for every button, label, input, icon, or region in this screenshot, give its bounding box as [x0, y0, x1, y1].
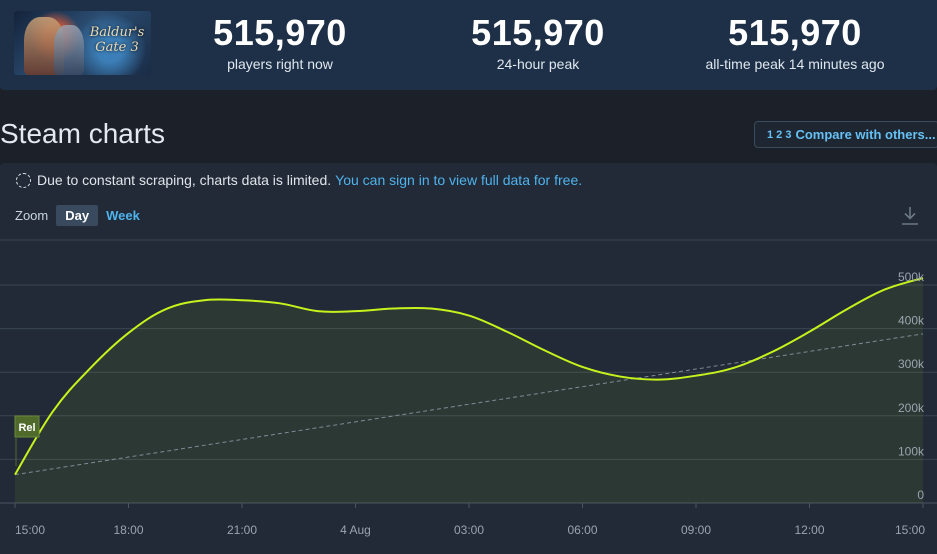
stats-bar: Baldur's Gate 3 515,970 players right no… — [0, 0, 937, 90]
trend-line — [14, 333, 924, 476]
series-area-fill — [15, 278, 923, 503]
dashed-circle-icon — [16, 172, 31, 188]
x-tick-label: 21:00 — [227, 523, 257, 537]
download-icon[interactable] — [900, 205, 920, 227]
chart-grid — [0, 239, 937, 504]
game-capsule-image[interactable]: Baldur's Gate 3 — [14, 11, 151, 75]
flag-box — [14, 415, 40, 438]
stat-players-now: 515,970 players right now — [150, 12, 410, 73]
series-line — [14, 277, 924, 476]
chart-panel — [0, 163, 937, 554]
stat-label: all-time peak 14 minutes ago — [705, 56, 885, 72]
capsule-figure-2 — [54, 25, 84, 75]
x-tick-label: 4 Aug — [340, 523, 371, 537]
chart-flags: Rel — [14, 415, 40, 466]
stat-label: 24-hour peak — [496, 56, 580, 72]
capsule-logo-text: Baldur's Gate 3 — [89, 25, 145, 55]
y-axis-labels: 0 100k 200k 300k 400k 500k — [898, 270, 925, 502]
release-flag[interactable]: Rel — [14, 415, 40, 466]
x-tick-label: 03:00 — [454, 523, 484, 537]
zoom-label: Zoom — [15, 208, 49, 223]
zoom-controls: Zoom Day Week — [15, 205, 149, 226]
flag-label: Rel — [18, 422, 35, 434]
y-tick-label: 500k — [898, 270, 925, 284]
y-tick-label: 100k — [898, 444, 925, 458]
y-tick-label: 0 — [917, 488, 924, 502]
ranking-icon: 1 2 3 — [767, 128, 792, 141]
x-axis-labels: 15:00 18:00 21:00 4 Aug 03:00 06:00 09:00 12:00… — [14, 503, 925, 537]
y-tick-label: 200k — [898, 401, 925, 415]
stat-label: players right now — [227, 56, 333, 72]
stat-value: 515,970 — [213, 12, 347, 53]
section-title: Steam charts — [0, 118, 165, 149]
x-tick-label: 09:00 — [681, 523, 711, 537]
sign-in-link[interactable]: You can sign in to view full data for fr… — [335, 172, 583, 188]
notice-text: Due to constant scraping, charts data is… — [37, 172, 332, 188]
stat-all-time-peak: 515,970 all-time peak 14 minutes ago — [665, 12, 925, 73]
x-tick-label: 18:00 — [113, 523, 143, 537]
zoom-day-button[interactable]: Day — [56, 205, 99, 226]
x-tick-label: 06:00 — [567, 523, 597, 537]
player-count-chart: Rel 0 100k 200k 300k 400k 500k 15:00 18:00 21:0… — [0, 239, 937, 537]
stat-value: 515,970 — [728, 12, 862, 53]
x-tick-label: 15:00 — [15, 523, 45, 537]
zoom-week-button[interactable]: Week — [106, 208, 140, 223]
compare-button-label: Compare with others... — [795, 127, 936, 142]
compare-button[interactable]: 1 2 3 Compare with others... — [754, 121, 937, 148]
stat-value: 515,970 — [471, 12, 605, 53]
x-tick-label: 12:00 — [794, 523, 824, 537]
data-limit-notice: Due to constant scraping, charts data is… — [16, 172, 582, 188]
stat-24h-peak: 515,970 24-hour peak — [408, 12, 668, 73]
x-tick-label: 15:00 — [895, 523, 925, 537]
y-tick-label: 300k — [898, 357, 925, 371]
y-tick-label: 400k — [898, 314, 925, 328]
